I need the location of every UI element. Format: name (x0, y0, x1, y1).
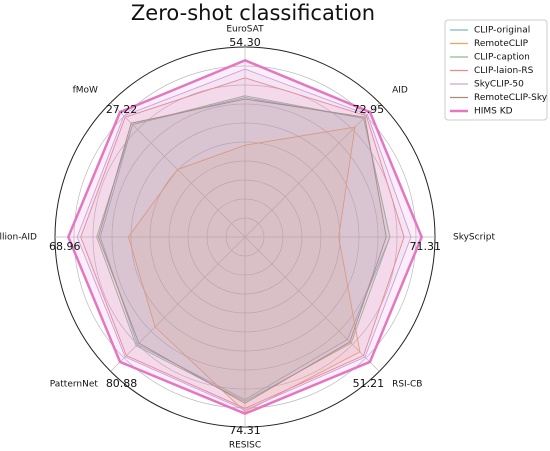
axis-max-label: 68.96 (49, 240, 81, 253)
axis-name: PatternNet (50, 380, 99, 390)
legend-frame (444, 19, 548, 121)
series-area (76, 68, 412, 411)
legend-label: CLIP-caption (474, 53, 530, 63)
axis-max-label: 27.22 (106, 103, 138, 116)
legend-label: CLIP-laion-RS (474, 66, 534, 76)
legend-label: HIMS KD (474, 107, 513, 117)
series-area (97, 98, 387, 404)
axis-name: AID (392, 85, 408, 95)
axis-name: Million-AID (0, 233, 37, 243)
series-area (127, 126, 361, 413)
plot-area (66, 58, 424, 416)
axis-name: RSI-CB (392, 380, 422, 390)
axis-name: fMoW (73, 85, 98, 95)
axis-max-label: 72.95 (353, 103, 385, 116)
radar-grid (54, 46, 436, 428)
series-area (80, 77, 405, 409)
axis-max-label: 54.30 (229, 36, 261, 49)
chart-title: Zero-shot classification (131, 1, 375, 25)
axis-name: SkyScript (453, 233, 496, 243)
axis-max-label: 80.88 (106, 377, 138, 390)
axis-max-label: 51.21 (353, 377, 385, 390)
axis-name: EuroSAT (226, 25, 264, 35)
legend-label: RemoteCLIP-Sky (474, 93, 548, 103)
spoke (244, 102, 380, 238)
spoke (110, 236, 246, 372)
legend-label: SkyCLIP-50 (474, 80, 524, 90)
legend-label: RemoteCLIP (474, 39, 529, 49)
legend-label: CLIP-original (474, 26, 530, 36)
axis-max-label: 71.31 (410, 240, 442, 253)
axis-max-label: 74.31 (229, 424, 261, 437)
spoke (244, 236, 380, 372)
legend: CLIP-original RemoteCLIP CLIP-caption CLIP-… (444, 19, 548, 121)
series-area (66, 58, 424, 416)
axis-name: RESISC (229, 441, 261, 451)
